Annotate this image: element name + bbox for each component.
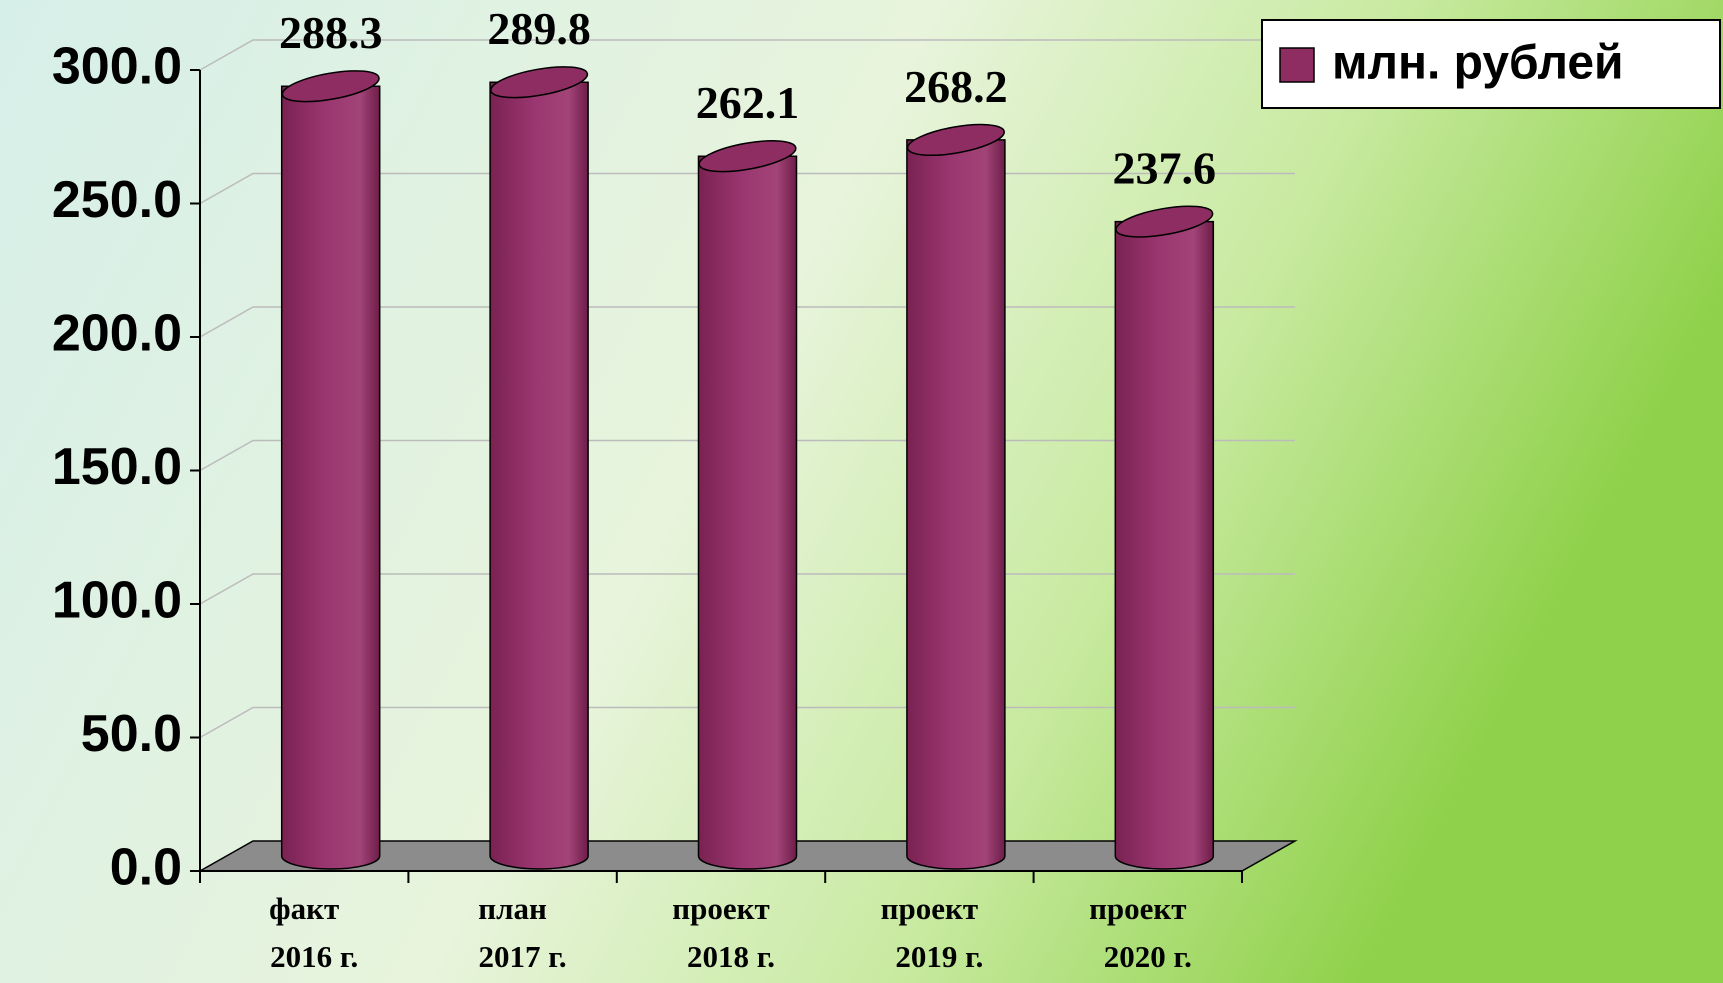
bar-top	[1115, 205, 1214, 238]
x-tick-label: 2016 г.	[270, 939, 358, 974]
grid-line	[199, 39, 1295, 71]
x-tick-label: 2019 г.	[895, 939, 983, 974]
bar-top	[281, 70, 380, 103]
bar	[906, 123, 1006, 870]
bar-body	[906, 139, 1006, 870]
bar	[697, 140, 798, 870]
y-tick-label: 200.0	[52, 305, 182, 363]
bar-body	[280, 85, 381, 870]
x-tick-label: проект	[881, 891, 978, 926]
value-label: 289.8	[487, 3, 591, 54]
x-tick-label: проект	[1089, 891, 1186, 926]
legend-label: млн. рублей	[1332, 37, 1624, 90]
bar	[1114, 205, 1215, 870]
x-tick-label: 2017 г.	[479, 939, 567, 974]
x-tick-label: факт	[269, 891, 339, 926]
bar	[489, 66, 589, 870]
bar-top	[698, 140, 797, 173]
bar-top	[490, 66, 589, 99]
legend-box	[1261, 19, 1721, 109]
legend: млн. рублей	[1261, 19, 1721, 109]
x-tick-label: план	[478, 891, 547, 926]
y-tick-label: 100.0	[52, 572, 182, 630]
y-tick-label: 300.0	[52, 38, 182, 96]
x-tick-label: 2020 г.	[1104, 939, 1192, 974]
value-label: 288.3	[279, 7, 383, 58]
x-tick-label: 2018 г.	[687, 939, 775, 974]
bar	[280, 70, 381, 870]
value-label: 268.2	[904, 61, 1008, 112]
bar-body	[1114, 220, 1215, 870]
y-tick-label: 150.0	[52, 438, 182, 496]
y-tick-label: 250.0	[52, 171, 182, 229]
y-tick-label: 0.0	[110, 839, 182, 897]
bar-top	[906, 123, 1005, 157]
value-label: 237.6	[1113, 143, 1217, 194]
bar-body	[697, 155, 798, 870]
x-tick-label: проект	[672, 891, 769, 926]
value-label: 262.1	[696, 77, 800, 128]
y-tick-label: 50.0	[81, 705, 182, 763]
bar-body	[489, 81, 589, 870]
legend-swatch	[1279, 47, 1315, 83]
